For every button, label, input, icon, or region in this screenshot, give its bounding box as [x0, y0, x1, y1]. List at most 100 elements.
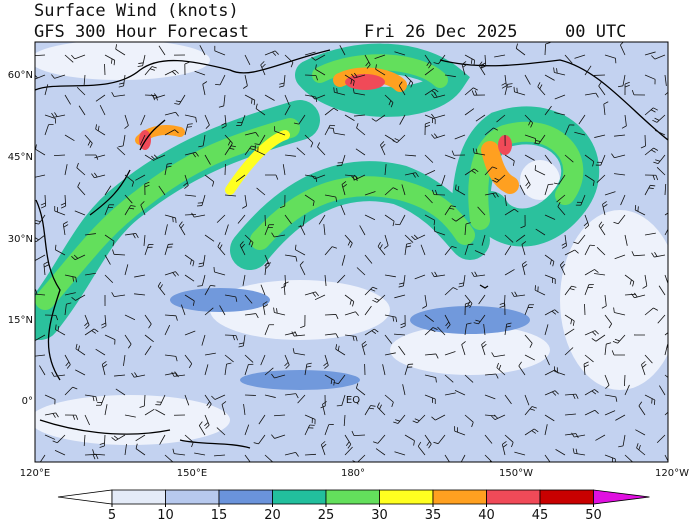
barb-flag	[491, 415, 496, 420]
colorbar-label: 20	[264, 508, 281, 523]
barb	[364, 286, 373, 296]
barb	[424, 353, 436, 356]
barb-flag	[51, 371, 55, 377]
barb	[94, 453, 106, 456]
barb	[135, 448, 146, 456]
barb-flag	[226, 362, 232, 365]
barb	[140, 114, 146, 126]
barb-flag	[383, 245, 389, 249]
barb-flag	[44, 264, 49, 268]
barb	[284, 354, 290, 366]
barb	[664, 332, 668, 336]
barb-flag	[653, 307, 659, 311]
barb-flag	[435, 353, 439, 359]
barb-flag	[241, 243, 246, 249]
barb	[56, 434, 66, 444]
barb-flag	[72, 386, 78, 390]
barb-flag	[91, 330, 96, 334]
barb-flag	[186, 126, 193, 128]
barb-flag	[653, 147, 659, 151]
barb	[414, 234, 426, 241]
barb	[274, 234, 286, 238]
barb	[317, 146, 326, 156]
barb-flag	[602, 201, 607, 205]
barb-flag	[392, 140, 398, 144]
barb-flag	[356, 123, 359, 129]
barb-flag	[144, 184, 150, 188]
barb	[484, 127, 494, 136]
barb	[584, 244, 591, 256]
barb-flag	[506, 86, 512, 88]
barb	[434, 114, 446, 119]
colorbar-segment	[379, 489, 434, 505]
barb-flag	[465, 301, 471, 305]
barb	[657, 314, 666, 324]
lon-label: 120°E	[20, 468, 50, 479]
barb-flag	[529, 343, 533, 348]
barb	[204, 234, 215, 242]
barb	[262, 304, 266, 316]
barb	[584, 330, 596, 336]
barb	[202, 254, 206, 266]
barb-flag	[433, 133, 438, 138]
barb-flag	[672, 211, 676, 214]
barb-flag	[111, 292, 115, 297]
barb	[504, 234, 514, 243]
barb	[504, 324, 508, 336]
barb-flag	[113, 60, 116, 66]
barb	[604, 410, 616, 416]
barb	[377, 434, 386, 444]
barb-flag	[229, 147, 235, 150]
barb-flag	[574, 249, 579, 254]
barb-flag	[75, 343, 78, 349]
barb	[644, 134, 646, 147]
barb	[564, 154, 574, 163]
barb	[544, 274, 556, 280]
barb-flag	[400, 322, 406, 326]
barb	[124, 314, 136, 321]
barb	[434, 94, 446, 99]
barb	[64, 194, 67, 207]
barb	[584, 354, 594, 363]
barb	[304, 94, 316, 98]
barb-flag	[335, 196, 338, 203]
barb	[100, 394, 106, 406]
barb-flag	[255, 103, 258, 109]
barb-flag	[553, 182, 559, 185]
barb	[43, 264, 46, 276]
barb	[344, 311, 356, 316]
barb-flag	[210, 284, 216, 287]
barb	[284, 94, 290, 106]
barb	[634, 294, 646, 299]
barb-flag	[475, 148, 478, 154]
barb	[324, 354, 329, 366]
barb	[404, 234, 414, 243]
map-frame	[34, 41, 669, 463]
barb	[496, 367, 506, 376]
barb-flag	[198, 265, 204, 268]
barb-flag	[573, 241, 579, 245]
colorbar-segment	[218, 489, 273, 505]
barb	[559, 264, 566, 276]
barb-flag	[651, 252, 655, 258]
barb-flag	[526, 184, 531, 189]
barb-flag	[498, 364, 502, 370]
barb	[361, 344, 366, 356]
barb-flag	[335, 333, 339, 339]
barb-flag	[494, 177, 500, 181]
barb	[344, 434, 352, 445]
barb-flag	[40, 205, 46, 209]
barb	[544, 154, 552, 165]
barb-flag	[553, 67, 555, 73]
barb	[584, 174, 595, 182]
barb	[364, 191, 376, 196]
barb	[184, 394, 190, 406]
barb	[224, 114, 227, 126]
barb-flag	[571, 285, 577, 288]
barb-flag	[315, 96, 318, 103]
barb	[164, 69, 176, 76]
barb-flag	[478, 61, 483, 66]
barb-flag	[51, 74, 55, 79]
barb-flag	[518, 361, 522, 367]
barb-flag	[640, 145, 646, 149]
